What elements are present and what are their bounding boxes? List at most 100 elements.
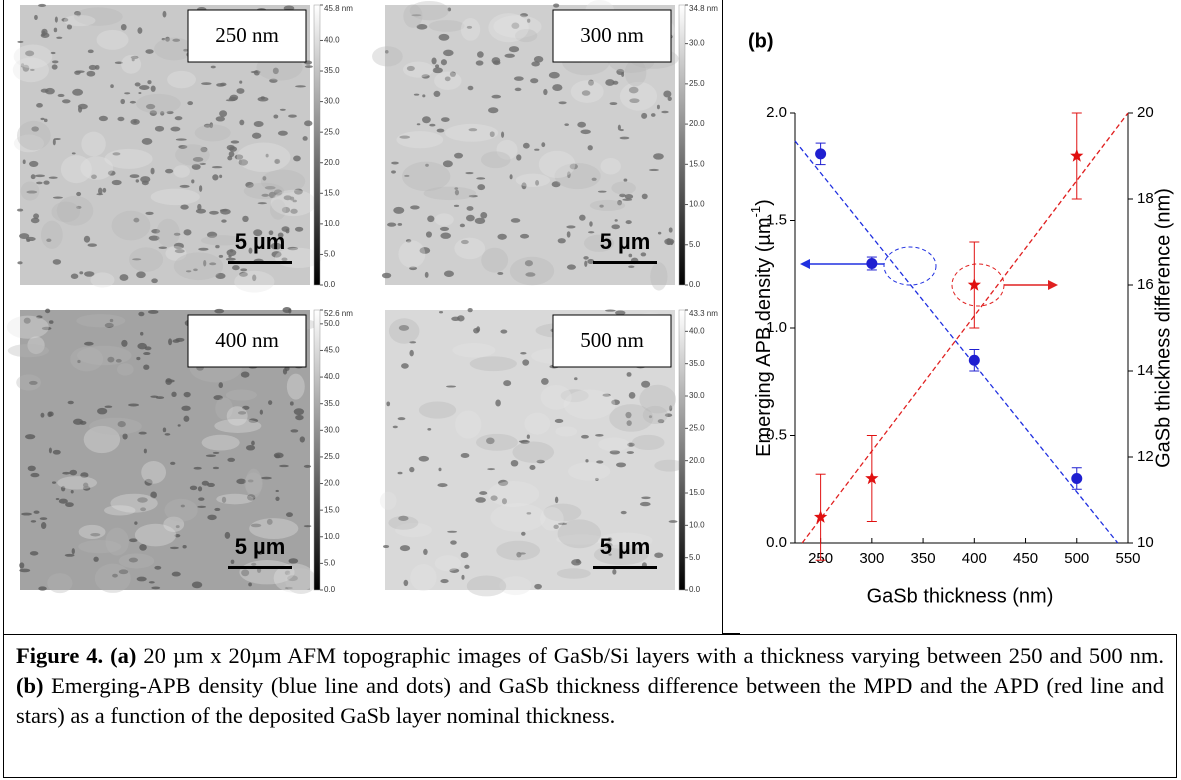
afm-texture [570,80,604,103]
afm-texture [460,453,470,458]
afm-texture [284,586,293,590]
afm-texture [399,135,411,139]
afm-texture [172,339,180,343]
afm-texture [147,80,152,85]
afm-texture [520,439,530,444]
y2-tick-label: 16 [1137,276,1154,293]
afm-texture [150,188,200,206]
afm-texture [38,586,47,591]
afm-texture [615,310,626,316]
afm-texture [465,171,474,175]
afm-texture [454,237,486,260]
afm-texture [25,434,36,440]
afm-texture [110,84,114,89]
afm-texture [227,155,233,161]
afm-texture [395,522,433,538]
afm-texture [30,68,35,71]
afm-texture [136,356,141,361]
afm-texture [521,531,526,536]
afm-texture [226,249,237,257]
afm-texture [460,18,481,41]
afm-texture [96,29,129,50]
colorbar-label: 45.0 [324,346,340,355]
afm-texture [143,448,147,454]
afm-texture [619,136,630,140]
afm-texture [641,380,651,388]
afm-texture [224,531,231,539]
afm-texture [35,174,46,178]
afm-texture [70,273,79,279]
annotation-ellipse [883,246,937,286]
colorbar-label: 5.0 [689,240,701,249]
afm-texture [19,233,30,239]
afm-texture [279,464,289,468]
afm-texture [193,268,198,272]
afm-texture [185,270,192,273]
afm-texture [554,162,601,190]
afm-texture [151,229,161,234]
afm-texture [433,90,441,97]
afm-texture [668,227,673,233]
afm-texture [118,569,129,575]
afm-texture [110,493,158,513]
afm-texture [45,308,51,314]
afm-texture [277,130,288,136]
afm-texture [481,247,509,273]
afm-texture [180,204,189,210]
afm-texture [396,131,444,149]
afm-texture [409,341,417,344]
afm-texture [589,221,593,227]
afm-texture [30,217,40,224]
afm-texture [534,148,540,151]
afm-texture [245,468,263,499]
afm-texture [439,226,450,231]
afm-texture [136,576,147,582]
afm-texture [531,61,540,67]
afm-texture [387,222,397,227]
afm-texture [40,412,45,418]
afm-texture [669,405,673,412]
afm-texture [52,259,62,265]
afm-texture [392,425,398,429]
afm-texture [165,379,175,383]
colorbar-label: 30.0 [324,425,340,434]
afm-texture [421,74,430,79]
afm-texture [209,210,219,215]
afm-texture [31,126,39,132]
afm-texture [83,482,89,488]
afm-texture [180,504,185,508]
colorbar-label: 5.0 [324,558,336,567]
colorbar-label: 10.0 [324,532,340,541]
afm-texture [107,170,116,176]
colorbar [678,309,686,591]
afm-texture [161,37,166,41]
afm-texture [117,421,126,428]
afm-texture [290,196,295,201]
afm-texture [409,266,418,271]
afm-texture [177,424,181,427]
colorbar-label: 43.3 nm [689,309,718,318]
afm-texture [393,206,405,214]
afm-texture [281,206,291,214]
afm-texture [444,76,451,82]
afm-texture [623,178,628,182]
afm-texture [54,16,58,23]
afm-texture [449,71,456,77]
afm-texture [299,436,305,443]
label-box [187,9,307,63]
afm-texture [560,389,589,403]
afm-texture [581,90,591,96]
afm-texture [215,272,226,280]
afm-texture [225,257,236,261]
afm-texture [626,451,635,454]
afm-texture [74,70,81,75]
afm-texture [145,211,154,216]
afm-texture [173,232,181,236]
afm-texture [141,137,153,145]
afm-texture [403,579,409,587]
scale-bar [228,566,292,569]
afm-texture [120,23,127,31]
afm-texture [199,185,203,192]
afm-texture [585,459,589,463]
afm-texture [16,120,51,151]
